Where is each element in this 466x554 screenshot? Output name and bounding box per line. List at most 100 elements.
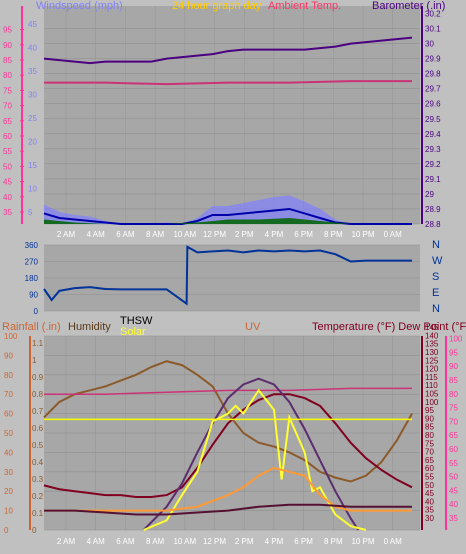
tick-label: 29.7	[425, 85, 441, 94]
tick-label: 0	[32, 526, 37, 535]
x-tick-label: 10 PM	[351, 230, 374, 239]
tick-label: 50	[425, 481, 434, 490]
tick-label: 10	[28, 185, 37, 194]
tick-label: 100	[449, 335, 463, 344]
x-tick-label: 6 AM	[116, 537, 135, 546]
uv-label: UV	[245, 321, 261, 333]
tick-label: 75	[3, 86, 12, 95]
x-tick-label: 4 AM	[87, 230, 106, 239]
x-tick-label: 12 PM	[203, 230, 226, 239]
tick-label: 30.2	[425, 10, 441, 19]
tick-label: 5	[28, 208, 33, 217]
x-tick-label: 8 AM	[146, 230, 165, 239]
tick-label: 90	[4, 351, 13, 360]
tick-label: 90	[425, 414, 434, 423]
compass-label: N	[432, 239, 440, 251]
tick-label: 50	[449, 473, 458, 482]
x-tick-label: 0 AM	[384, 230, 403, 239]
tick-label: 30.1	[425, 25, 441, 34]
tick-label: 140	[425, 331, 439, 340]
tick-label: 0.9	[32, 373, 44, 382]
tick-label: 125	[425, 356, 439, 365]
temperature-label: Temperature (°F) Dew Point (°F)	[312, 321, 466, 333]
wind-gust-area	[44, 195, 412, 224]
x-tick-label: 6 AM	[116, 230, 135, 239]
compass-label: N	[432, 303, 440, 315]
thsw-label: THSW	[120, 315, 153, 327]
x-tick-label: 4 AM	[87, 537, 106, 546]
tick-label: 55	[449, 459, 458, 468]
tick-label: 40	[28, 44, 37, 53]
tick-label: 100	[425, 398, 439, 407]
tick-label: 100	[4, 332, 18, 341]
tick-label: 75	[449, 404, 458, 413]
tick-label: 35	[28, 67, 37, 76]
tick-label: 29.9	[425, 55, 441, 64]
tick-label: 45	[425, 489, 434, 498]
tick-label: 29.4	[425, 130, 441, 139]
tick-label: 95	[425, 406, 434, 415]
x-tick-label: 8 AM	[146, 537, 165, 546]
x-tick-label: 10 AM	[173, 537, 196, 546]
x-tick-label: 0 AM	[384, 537, 403, 546]
tick-label: 90	[29, 291, 38, 300]
tick-label: 40	[3, 193, 12, 202]
barometer-label: Barometer (.in)	[372, 0, 445, 12]
tick-label: 29	[425, 190, 434, 199]
tick-label: 85	[425, 423, 434, 432]
tick-label: 20	[28, 138, 37, 147]
x-tick-label: 12 PM	[203, 537, 226, 546]
tick-label: 120	[425, 365, 439, 374]
tick-label: 10	[4, 507, 13, 516]
tick-label: 115	[425, 373, 438, 382]
tick-label: 0.4	[32, 458, 44, 467]
tick-label: 130	[425, 348, 439, 357]
series-solar	[143, 388, 367, 531]
tick-label: 135	[425, 340, 439, 349]
tick-label: 15	[28, 161, 37, 170]
tick-label: 90	[449, 362, 458, 371]
graph-title: 24 hour graph day	[172, 0, 262, 12]
tick-label: 90	[3, 41, 12, 50]
tick-label: 55	[425, 473, 434, 482]
tick-label: 40	[449, 500, 458, 509]
tick-label: 270	[25, 258, 39, 267]
compass-label: W	[432, 255, 443, 267]
wind-speed-label: Windspeed (mph)	[36, 0, 123, 12]
x-tick-label: 8 PM	[324, 537, 343, 546]
tick-label: 360	[25, 241, 39, 250]
x-tick-label: 6 PM	[294, 537, 313, 546]
series-ambient-temp-	[44, 80, 412, 86]
series-temperature-f-	[43, 393, 413, 499]
panel-wind-plot	[44, 6, 420, 224]
tick-label: 29.1	[425, 175, 441, 184]
x-tick-label: 2 PM	[235, 230, 254, 239]
x-tick-label: 8 PM	[324, 230, 343, 239]
tick-label: 28.8	[425, 220, 441, 229]
tick-label: 65	[425, 456, 434, 465]
tick-label: 0.7	[32, 407, 44, 416]
tick-label: 95	[449, 348, 458, 357]
tick-label: 80	[425, 431, 434, 440]
tick-label: 0.6	[32, 424, 44, 433]
tick-label: 50	[4, 429, 13, 438]
series-barometer-in-	[43, 36, 413, 65]
tick-label: 85	[3, 56, 12, 65]
tick-label: 180	[25, 274, 39, 283]
wind-low-area	[44, 217, 412, 224]
tick-label: 65	[3, 117, 12, 126]
tick-label: 28.9	[425, 205, 441, 214]
tick-label: 60	[4, 410, 13, 419]
tick-label: 25	[28, 114, 37, 123]
tick-label: 30	[28, 91, 37, 100]
tick-label: 65	[449, 431, 458, 440]
tick-label: 70	[449, 417, 458, 426]
tick-label: 35	[3, 208, 12, 217]
x-tick-label: 2 AM	[57, 230, 76, 239]
tick-label: 0	[34, 307, 39, 316]
series-ambient-temp-	[44, 387, 412, 395]
tick-label: 105	[425, 390, 439, 399]
tick-label: 85	[449, 376, 458, 385]
tick-label: 40	[4, 448, 13, 457]
tick-label: 70	[3, 102, 12, 111]
